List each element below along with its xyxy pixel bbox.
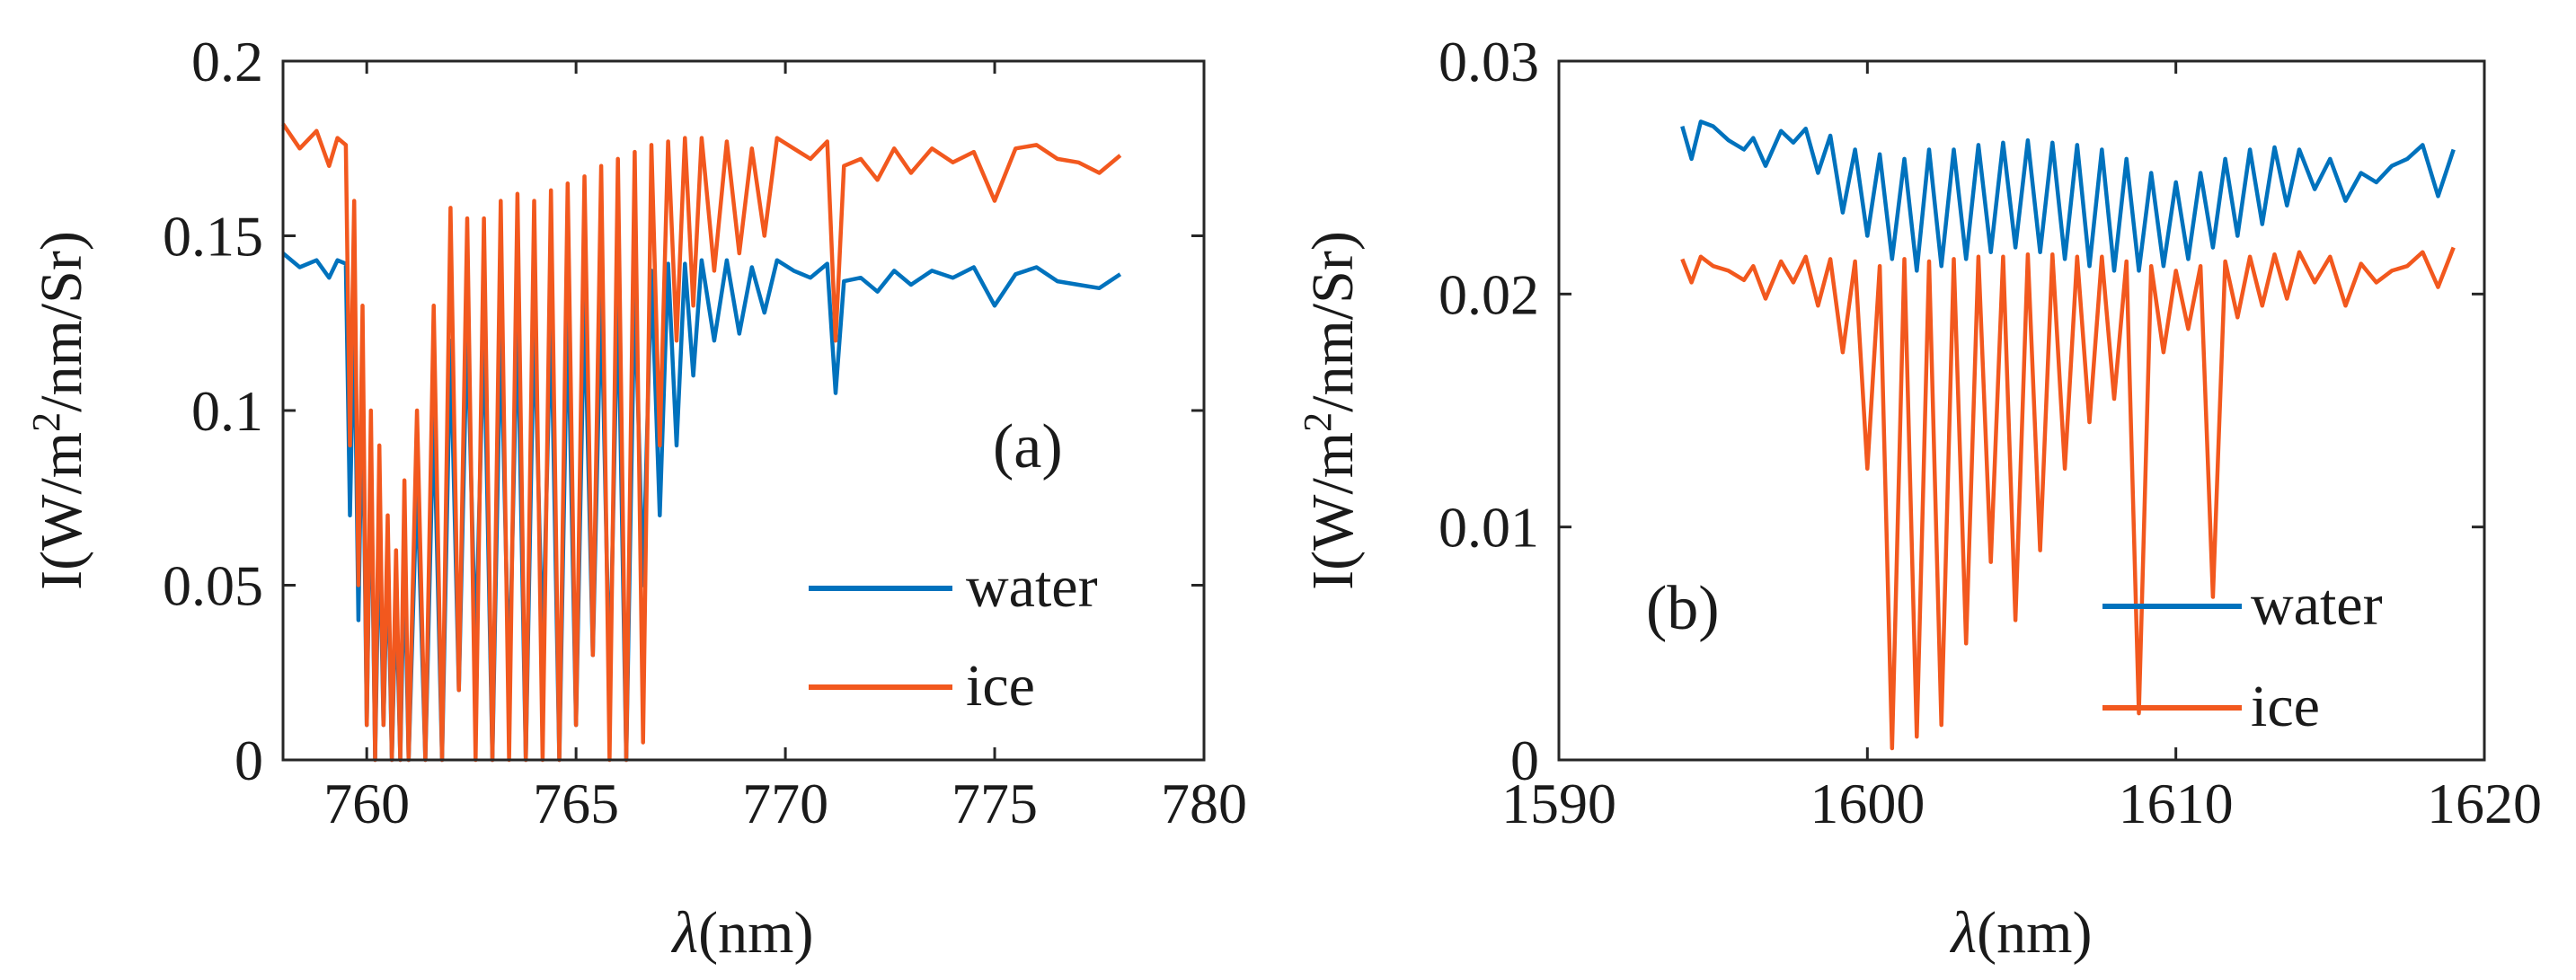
panel-a-x-tick-label: 765 bbox=[533, 772, 619, 835]
panel-b: 1590 1600 1610 1620 0 0.01 0.02 0.03 (b) water … bbox=[1296, 30, 2543, 966]
panel-b-y-axis-sup: 2 bbox=[1296, 412, 1340, 432]
panel-a-x-axis-title: λ(nm) bbox=[671, 900, 814, 966]
panel-a-y-tick-label: 0.05 bbox=[163, 554, 263, 618]
panel-a-x-axis-unit: (nm) bbox=[698, 900, 813, 966]
panel-b-y-tick-label: 0.01 bbox=[1438, 496, 1539, 560]
panel-b-x-tick-label: 1590 bbox=[1501, 772, 1616, 835]
panel-a-x-tick-label: 760 bbox=[323, 772, 410, 835]
panel-b-series-layer bbox=[1680, 119, 2456, 751]
panel-b-x-axis-symbol: λ bbox=[1950, 900, 1978, 966]
panel-b-legend-water-label: water bbox=[2251, 572, 2383, 638]
panel-b-x-tick-label: 1610 bbox=[2119, 772, 2234, 835]
panel-b-y-tick-label: 0 bbox=[1510, 728, 1539, 792]
panel-a-ticks: 760 765 770 775 780 0 0.05 0.1 0.15 0.2 bbox=[163, 30, 1247, 835]
panel-b-y-tick-label: 0.03 bbox=[1438, 30, 1539, 93]
panel-b-x-tick-label: 1620 bbox=[2427, 772, 2542, 835]
panel-a-x-tick-label: 770 bbox=[742, 772, 828, 835]
panel-b-series-water bbox=[1680, 119, 2456, 273]
panel-a-y-tick-label: 0 bbox=[235, 728, 263, 792]
panel-a-y-tick-label: 0.2 bbox=[191, 30, 263, 93]
panel-a-legend-ice-label: ice bbox=[966, 653, 1035, 719]
panel-a-x-axis-symbol: λ bbox=[671, 900, 699, 966]
panel-b-y-axis-prefix: I(W/m bbox=[1300, 432, 1366, 590]
panel-a-y-axis-prefix: I(W/m bbox=[29, 432, 94, 590]
panel-a-x-tick-label: 775 bbox=[952, 772, 1038, 835]
panel-b-x-axis-unit: (nm) bbox=[1977, 900, 2092, 966]
panel-a-y-tick-label: 0.1 bbox=[191, 379, 263, 443]
panel-b-label: (b) bbox=[1646, 574, 1720, 643]
panel-b-legend-ice-label: ice bbox=[2251, 674, 2320, 739]
panel-a-legend-water-label: water bbox=[966, 554, 1098, 620]
panel-a-series-layer bbox=[281, 122, 1122, 763]
panel-b-y-tick-label: 0.02 bbox=[1438, 262, 1539, 326]
panel-a-y-axis-title: I(W/m2/nm/Sr) bbox=[24, 231, 95, 590]
panel-b-axes-frame bbox=[1557, 59, 2486, 762]
panel-a-y-axis-suffix: /nm/Sr) bbox=[29, 231, 94, 412]
panel-b-x-axis-title: λ(nm) bbox=[1950, 900, 2093, 966]
panel-a-label: (a) bbox=[993, 412, 1063, 481]
panel-a-y-tick-label: 0.15 bbox=[163, 205, 263, 269]
panel-a-y-axis-sup: 2 bbox=[24, 412, 68, 432]
panel-a-legend: water ice bbox=[809, 554, 1098, 719]
panel-a-series-ice bbox=[281, 122, 1122, 763]
panel-a: 760 765 770 775 780 0 0.05 0.1 0.15 0.2 (a) water… bbox=[24, 30, 1248, 966]
panel-b-ticks: 1590 1600 1610 1620 0 0.01 0.02 0.03 bbox=[1438, 30, 2542, 835]
panel-b-legend: water ice bbox=[2102, 572, 2383, 739]
panel-a-x-tick-label: 780 bbox=[1161, 772, 1247, 835]
panel-b-x-tick-label: 1600 bbox=[1810, 772, 1925, 835]
panel-b-y-axis-title: I(W/m2/nm/Sr) bbox=[1296, 231, 1367, 590]
panel-b-series-ice bbox=[1680, 246, 2456, 751]
panel-b-y-axis-suffix: /nm/Sr) bbox=[1300, 231, 1366, 412]
